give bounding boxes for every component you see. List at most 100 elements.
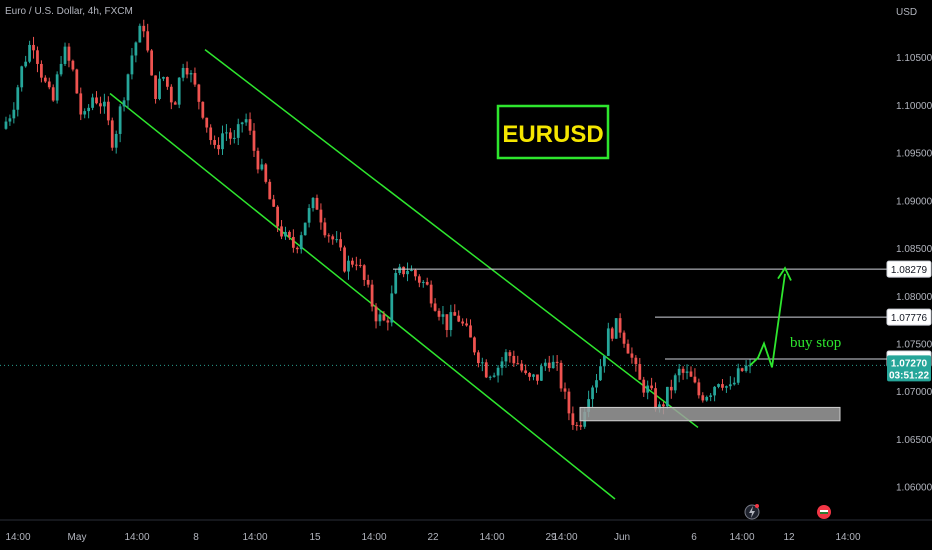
y-tick-label: 1.07500 — [896, 339, 932, 350]
candle-body — [429, 284, 433, 304]
candle-body — [295, 247, 299, 250]
x-tick-label: 12 — [783, 532, 795, 543]
candle-body — [713, 386, 716, 396]
candle-body — [299, 235, 303, 250]
candle-body — [437, 310, 441, 317]
candle-body — [228, 132, 232, 139]
candle-body — [453, 312, 457, 316]
x-tick-label: 14:00 — [242, 532, 267, 543]
candle-body — [701, 395, 705, 401]
candle-body — [504, 352, 508, 362]
time-axis[interactable]: 14:00 May 14:00 8 14:00 15 14:00 22 14:00 2914:00… — [5, 532, 860, 543]
candle-body — [99, 103, 102, 107]
candle-body — [303, 222, 307, 236]
candle-body — [240, 122, 244, 125]
candle-body — [736, 368, 740, 383]
candle-body — [662, 404, 665, 407]
x-tick-label: 22 — [427, 532, 439, 543]
y-tick-label: 1.07000 — [896, 387, 932, 398]
channel-lower-line[interactable] — [109, 92, 616, 500]
candle-body — [12, 109, 16, 119]
candle-body — [217, 144, 220, 150]
candle-body — [166, 77, 169, 87]
symbol-header[interactable]: Euro / U.S. Dollar, 4h, FXCM — [5, 6, 133, 17]
candle-body — [122, 100, 126, 107]
candle-body — [634, 357, 638, 365]
descending-channel[interactable] — [109, 49, 699, 500]
candle-body — [579, 425, 583, 427]
candle-body — [185, 67, 189, 75]
candle-body — [79, 93, 83, 115]
candle-body — [162, 77, 165, 79]
currency-label: USD — [896, 7, 917, 18]
candle-body — [276, 206, 279, 227]
candle-body — [449, 312, 453, 331]
x-tick-label: May — [68, 532, 87, 543]
candle-body — [477, 352, 480, 364]
candle-body — [673, 375, 677, 391]
candle-body — [138, 25, 142, 43]
candle-body — [158, 78, 161, 99]
candle-body — [260, 164, 264, 170]
candle-body — [150, 50, 154, 76]
flag-icon[interactable] — [817, 505, 831, 519]
lightning-icon[interactable] — [744, 504, 760, 520]
candle-body — [587, 399, 590, 412]
candle-body — [650, 385, 653, 389]
title-box[interactable] — [496, 104, 610, 160]
candle-body — [555, 361, 559, 363]
candle-body — [252, 130, 256, 151]
candle-body — [571, 413, 575, 425]
candle-body — [406, 270, 409, 275]
x-tick-label: 14:00 — [835, 532, 860, 543]
candle-body — [575, 424, 579, 426]
candle-body — [595, 380, 598, 388]
x-tick-label: Jun — [614, 532, 630, 543]
candle-body — [28, 44, 31, 62]
candle-body — [370, 284, 374, 307]
candle-body — [134, 42, 138, 56]
candle-body — [658, 404, 661, 410]
candle-body — [543, 362, 547, 367]
candle-body — [469, 325, 472, 338]
candle-body — [103, 101, 106, 107]
candle-body — [610, 328, 614, 339]
candle-body — [599, 366, 602, 381]
candle-body — [315, 197, 319, 210]
candle-body — [394, 272, 398, 294]
candle-body — [414, 270, 417, 277]
candle-body — [721, 384, 724, 388]
candle-body — [563, 388, 567, 392]
candle-body — [567, 391, 571, 414]
y-tick-label: 1.10000 — [896, 101, 932, 112]
candle-body — [732, 382, 736, 385]
projection-arrow[interactable] — [749, 273, 786, 368]
x-tick-label: 8 — [193, 532, 199, 543]
candle-body — [532, 374, 535, 377]
candle-body — [366, 279, 370, 285]
candle-body — [67, 46, 71, 61]
candle-body — [646, 385, 650, 393]
candle-body — [536, 374, 539, 381]
candle-body — [40, 63, 43, 78]
candle-body — [205, 117, 209, 128]
candle-body — [20, 66, 24, 88]
drawings[interactable] — [579, 266, 841, 422]
candle-body — [51, 87, 55, 101]
candle-body — [390, 293, 394, 323]
candle-body — [91, 97, 94, 108]
y-tick-label: 1.06000 — [896, 483, 932, 494]
support-zone[interactable] — [579, 406, 841, 422]
candle-body — [236, 124, 240, 138]
price-axis[interactable]: 1.10500 1.10000 1.09500 1.09000 1.08500 1.080… — [896, 53, 932, 493]
candle-body — [32, 44, 35, 51]
x-tick-label: 14:00 — [124, 532, 149, 543]
candle-body — [327, 235, 331, 237]
candle-body — [500, 361, 504, 368]
channel-upper-line[interactable] — [204, 49, 699, 429]
candle-body — [591, 387, 594, 400]
x-tick-label: 14:00 — [361, 532, 386, 543]
candle-body — [16, 87, 20, 110]
